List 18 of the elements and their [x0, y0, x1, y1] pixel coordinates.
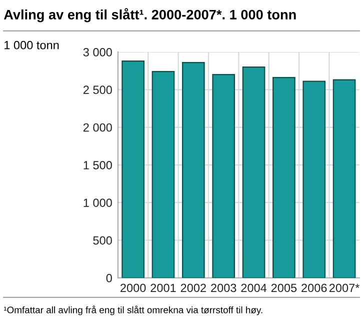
x-tick-label: 2006 — [302, 284, 327, 292]
y-tick-label: 3 000 — [83, 48, 112, 56]
y-tick-label: 500 — [93, 236, 112, 245]
y-tick-label: 0 — [106, 274, 112, 282]
x-tick-label: 2002 — [180, 284, 206, 292]
x-tick-label: 2007* — [329, 284, 360, 292]
x-tick-label: 2000 — [120, 284, 146, 292]
y-tick-label: 2 500 — [83, 86, 112, 94]
x-tick-label: 2003 — [211, 284, 236, 292]
y-tick-label: 1 000 — [84, 198, 112, 207]
x-tick-label: 2004 — [241, 284, 267, 292]
text: ¹Omfattar all avling frå eng til slått omrekna via tørrstoff til høy. — [4, 306, 262, 316]
y-tick-label: 1 500 — [84, 160, 112, 170]
y-tick-label: 2 000 — [83, 123, 112, 132]
x-tick-label: 2005 — [271, 284, 297, 292]
x-tick-label: 2001 — [150, 284, 176, 292]
chart-title: Avling av eng til slått¹. 2000-2007*. 1 000 tonn — [4, 8, 296, 22]
y-axis-title: 1 000 tonn — [4, 40, 59, 50]
